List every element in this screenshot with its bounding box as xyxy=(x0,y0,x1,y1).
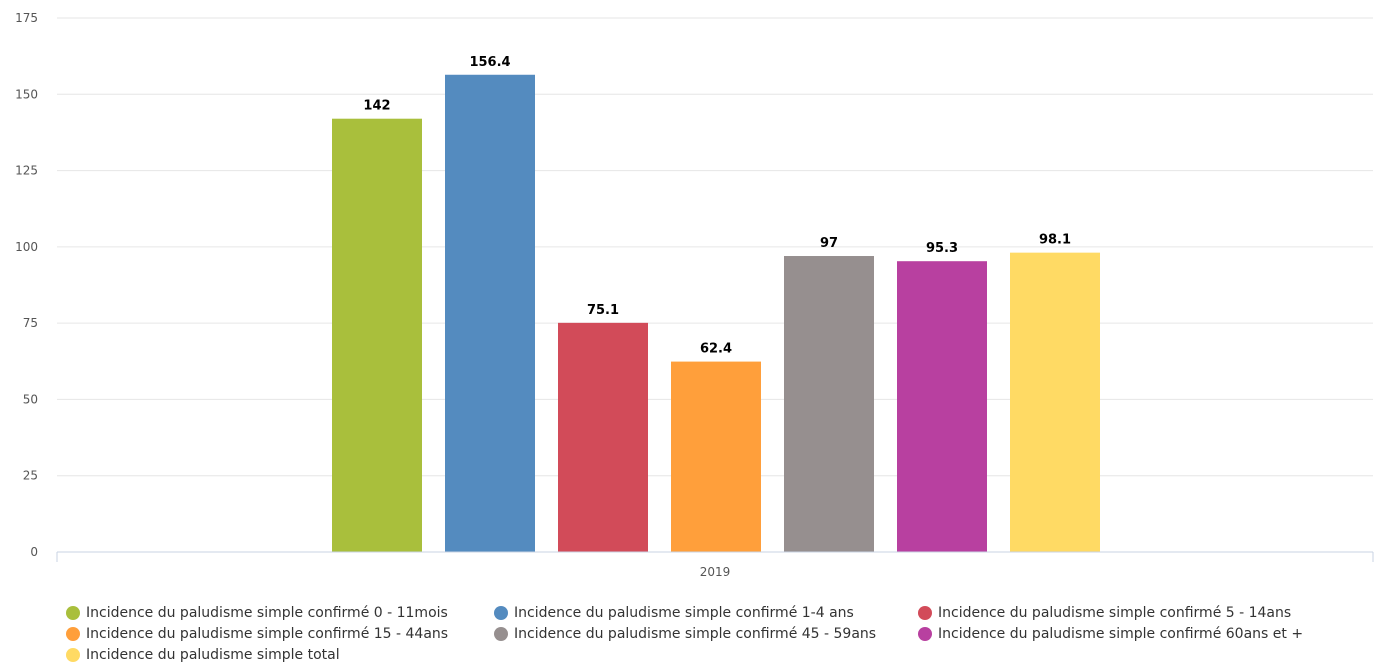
legend-label: Incidence du paludisme simple confirmé 5… xyxy=(938,604,1292,621)
bar[interactable] xyxy=(784,256,874,552)
y-tick-label: 25 xyxy=(23,469,38,483)
legend-marker-icon xyxy=(494,605,508,620)
legend-label: Incidence du paludisme simple confirmé 1… xyxy=(86,625,449,642)
legend-marker-icon xyxy=(66,647,80,662)
legend-item[interactable]: Incidence du paludisme simple confirmé 0… xyxy=(66,602,448,623)
x-tick-label: 2019 xyxy=(700,565,731,579)
data-label: 142 xyxy=(363,99,390,114)
y-tick-label: 175 xyxy=(15,11,38,25)
data-label: 62.4 xyxy=(700,342,732,357)
data-label: 97 xyxy=(820,236,838,251)
legend-item[interactable]: Incidence du paludisme simple confirmé 6… xyxy=(918,623,1303,644)
y-tick-label: 125 xyxy=(15,164,38,178)
data-label: 95.3 xyxy=(926,241,958,256)
data-labels: 142 156.4 75.1 62.4 97 95.3 98.1 xyxy=(363,55,1071,357)
bar[interactable] xyxy=(445,74,535,553)
legend-label: Incidence du paludisme simple confirmé 1… xyxy=(514,604,854,621)
legend-label: Incidence du paludisme simple confirmé 4… xyxy=(514,625,877,642)
y-tick-label: 100 xyxy=(15,240,38,254)
legend-item[interactable]: Incidence du paludisme simple confirmé 4… xyxy=(494,623,876,644)
legend-item[interactable]: Incidence du paludisme simple confirmé 1… xyxy=(494,602,854,623)
legend-label: Incidence du paludisme simple confirmé 0… xyxy=(86,604,448,621)
bar[interactable] xyxy=(897,261,987,552)
y-tick-label: 150 xyxy=(15,87,38,101)
legend-marker-icon xyxy=(918,605,932,620)
legend-marker-icon xyxy=(66,605,80,620)
legend-item[interactable]: Incidence du paludisme simple confirmé 5… xyxy=(918,602,1291,623)
y-tick-label: 0 xyxy=(30,545,38,559)
data-label: 98.1 xyxy=(1039,233,1071,248)
bar[interactable] xyxy=(1010,252,1100,553)
data-label: 75.1 xyxy=(587,303,619,318)
bar[interactable] xyxy=(332,118,422,552)
bar-chart: 0 25 50 75 100 125 150 175 142 156.4 75.1 62.4 97 95… xyxy=(15,11,1374,579)
legend-marker-icon xyxy=(494,626,508,641)
legend-item[interactable]: Incidence du paludisme simple total xyxy=(66,644,340,665)
y-axis-ticks: 0 25 50 75 100 125 150 175 xyxy=(15,11,38,559)
legend-item[interactable]: Incidence du paludisme simple confirmé 1… xyxy=(66,623,448,644)
data-label: 156.4 xyxy=(469,55,510,70)
y-tick-label: 50 xyxy=(23,392,38,406)
legend-marker-icon xyxy=(918,626,932,641)
bar-series xyxy=(332,74,1100,553)
bar[interactable] xyxy=(558,322,648,552)
y-tick-label: 75 xyxy=(23,316,38,330)
legend-label: Incidence du paludisme simple confirmé 6… xyxy=(938,625,1304,642)
legend-label: Incidence du paludisme simple total xyxy=(86,646,340,663)
legend-marker-icon xyxy=(66,626,80,641)
bar[interactable] xyxy=(671,361,761,552)
y-gridlines xyxy=(57,17,1373,477)
